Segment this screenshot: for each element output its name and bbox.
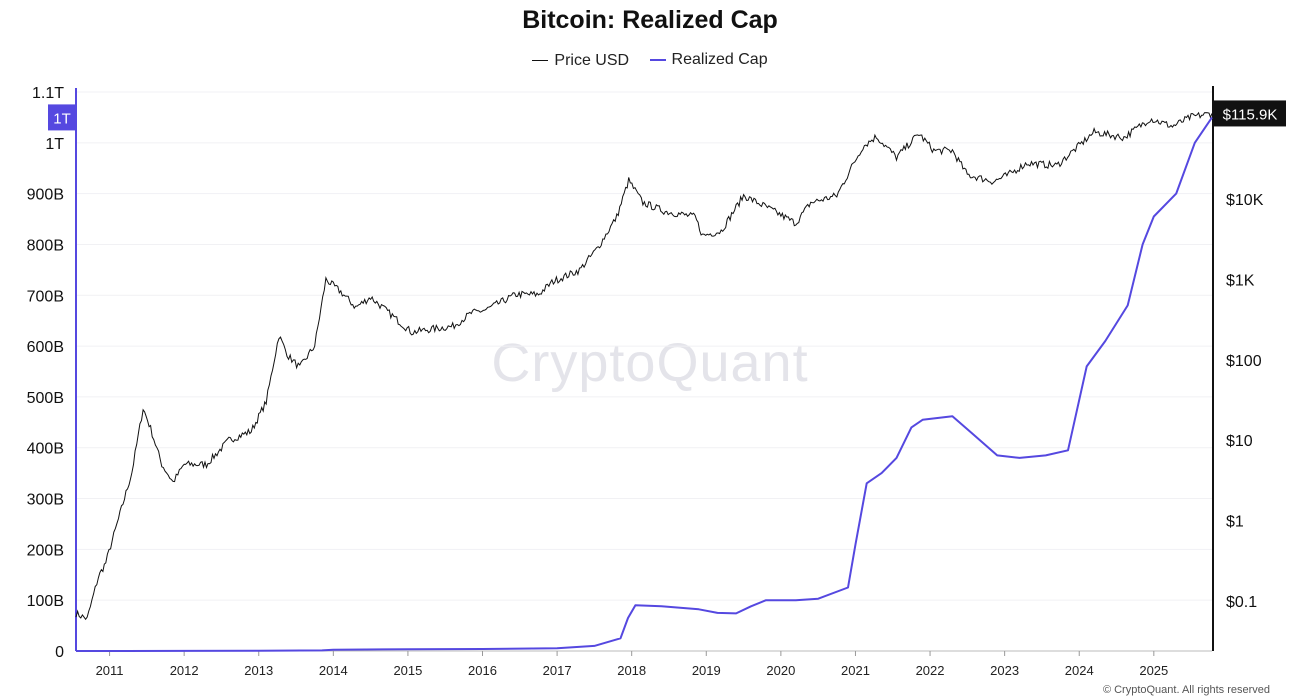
left-tick-label: 400B [27,441,64,458]
right-tick-label: $10K [1226,192,1264,209]
grid-lines [76,91,1212,652]
left-tick-label: 700B [27,288,64,305]
x-tick-label: 2020 [766,663,795,678]
left-tick-label: 800B [27,237,64,254]
legend-swatch-price [532,60,549,61]
left-tick-label: 200B [27,542,64,559]
left-tick-label: 1T [45,136,64,153]
x-tick-label: 2012 [170,663,199,678]
left-current-badge [48,104,76,131]
left-current-value: 1T [53,110,71,127]
x-tick-label: 2016 [468,663,497,678]
right-current-badge [1214,100,1286,127]
axis-badges: 1T $115.9K [48,100,1286,131]
right-tick-label: $100 [1226,353,1262,370]
left-tick-label: 500B [27,390,64,407]
left-tick-label: 600B [27,339,64,356]
x-tick-label: 2017 [543,663,572,678]
series-line-price [75,111,1213,621]
copyright-text: © CryptoQuant. All rights reserved [1102,684,1270,696]
legend-label-realized-cap: Realized Cap [671,51,768,68]
right-axis-ticks: $0.1 $1 $10 $100 $1K $10K [1226,192,1264,611]
x-tick-label: 2025 [1139,663,1168,678]
legend-item-realized-cap[interactable]: Realized Cap [649,51,768,69]
x-tick-label: 2014 [319,663,348,678]
right-tick-label: $0.1 [1226,594,1257,611]
x-tick-label: 2021 [841,663,870,678]
right-tick-label: $1K [1226,272,1255,289]
chart-title: Bitcoin: Realized Cap [522,6,778,34]
right-tick-label: $1 [1226,514,1244,531]
x-tick-label: 2015 [393,663,422,678]
left-tick-label: 300B [27,492,64,509]
left-axis-ticks: 0 100B 200B 300B 400B 500B 600B 700B 800B 900B 1T 1… [27,85,65,661]
x-tick-label: 2019 [692,663,721,678]
x-tick-label: 2024 [1065,663,1094,678]
x-tick-label: 2023 [990,663,1019,678]
legend-swatch-realized-cap [649,59,666,61]
watermark: CryptoQuant [491,333,809,393]
x-tick-label: 2022 [916,663,945,678]
left-tick-label: 900B [27,187,64,204]
x-tick-label: 2013 [244,663,273,678]
x-tick-label: 2011 [96,663,124,678]
x-axis-ticks: 2011 2012 2013 2014 2015 2016 2017 2018 2019 2020… [96,651,1168,678]
left-tick-label: 0 [55,644,64,661]
left-tick-label: 100B [27,593,64,610]
x-tick-label: 2018 [617,663,646,678]
legend: Price USD Realized Cap [0,48,1300,70]
legend-item-price[interactable]: Price USD [532,52,629,70]
legend-label-price: Price USD [554,51,630,69]
left-tick-label: 1.1T [32,85,64,102]
right-current-value: $115.9K [1223,106,1278,123]
right-tick-label: $10 [1226,433,1253,450]
series-line-realized-cap [75,116,1213,652]
